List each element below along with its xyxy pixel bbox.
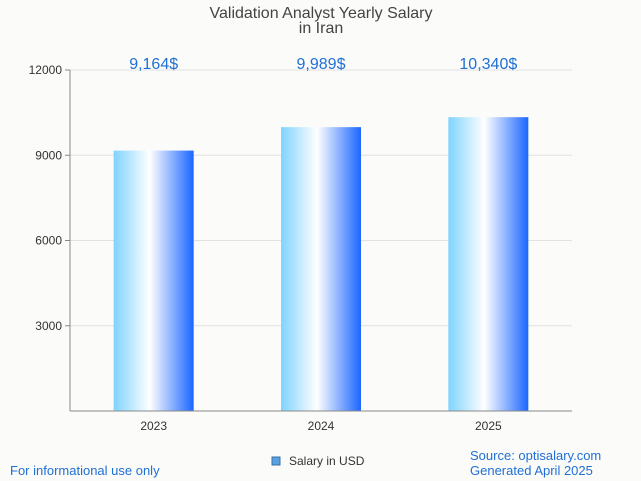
legend: Salary in USD [271, 454, 365, 468]
x-tick-label-2024: 2024 [308, 419, 335, 433]
x-tick-label-2023: 2023 [140, 419, 167, 433]
y-tick-label-3000: 3000 [35, 319, 62, 333]
footer-source: Source: optisalary.com [470, 448, 602, 463]
bar-2025 [448, 117, 529, 412]
chart-title-line-1: Validation Analyst Yearly Salary [210, 5, 433, 22]
y-tick-label-6000: 6000 [35, 234, 62, 248]
x-tick-label-2025: 2025 [475, 419, 502, 433]
bar-2023 [113, 150, 194, 411]
legend-label: Salary in USD [289, 454, 365, 468]
data-label-2025: 10,340$ [459, 56, 517, 73]
y-tick-label-12000: 12000 [29, 63, 63, 77]
data-label-2023: 9,164$ [129, 56, 178, 73]
footer-source-block: Source: optisalary.com Generated April 2… [470, 448, 601, 478]
bar-2024 [281, 127, 361, 411]
legend-swatch [271, 456, 281, 466]
y-tick-label-9000: 9000 [35, 148, 62, 162]
data-labels: 9,164$ 9,989$ 10,340$ [129, 56, 517, 73]
footer-disclaimer: For informational use only [10, 463, 160, 478]
chart-title-line-2: in Iran [299, 20, 343, 37]
bars [113, 117, 529, 412]
y-axis-ticks: 3000 6000 9000 12000 [29, 63, 70, 333]
footer-generated: Generated April 2025 [470, 463, 593, 478]
data-label-2024: 9,989$ [297, 56, 346, 73]
x-axis-ticks: 2023 2024 2025 [140, 419, 502, 433]
